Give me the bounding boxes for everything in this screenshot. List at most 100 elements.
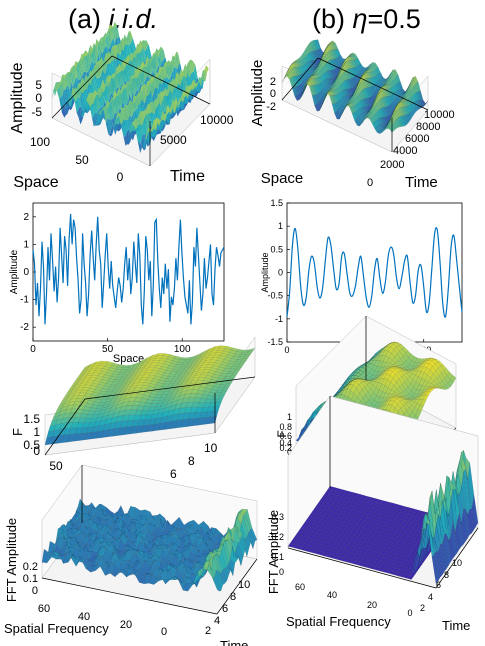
surface-patch <box>74 90 79 99</box>
surface-patch <box>129 123 134 134</box>
surface-patch <box>148 80 153 98</box>
surface-patch <box>139 91 144 102</box>
surface-patch <box>391 107 396 116</box>
surface-patch <box>174 86 179 105</box>
surface-patch <box>141 47 146 66</box>
surface-patch <box>214 360 223 365</box>
surface-patch <box>176 72 181 87</box>
surface-patch <box>162 89 167 97</box>
surface-patch <box>115 25 120 39</box>
surface-patch <box>292 61 297 63</box>
surface-patch <box>185 85 189 99</box>
surface-patch <box>80 57 85 73</box>
surface-patch <box>84 98 89 114</box>
surface-patch <box>96 77 101 89</box>
surface-patch <box>99 57 104 68</box>
surface-patch <box>131 77 136 96</box>
surface-patch <box>117 72 122 89</box>
surface-patch <box>130 78 135 96</box>
surface-patch <box>170 103 174 114</box>
surface-patch <box>105 104 109 120</box>
surface-patch <box>119 113 124 124</box>
surface-patch <box>107 28 111 36</box>
surface-patch <box>98 87 103 98</box>
surface-patch <box>109 128 114 135</box>
surface-patch <box>321 95 326 105</box>
x-tick-label: 100 <box>30 135 50 149</box>
surface-patch <box>186 98 191 105</box>
surface-patch <box>126 82 130 101</box>
surface-patch <box>160 101 165 114</box>
surface-patch <box>166 376 174 380</box>
surface-patch <box>121 37 125 52</box>
surface-patch <box>140 91 145 104</box>
surface-patch <box>172 55 177 69</box>
surface-patch <box>94 44 99 63</box>
surface-patch <box>139 142 144 149</box>
surface-patch <box>338 68 343 74</box>
surface-patch <box>64 76 69 87</box>
surface-patch <box>79 78 84 89</box>
z-axis-label: F <box>275 430 289 437</box>
surface-patch <box>90 68 95 74</box>
surface-patch <box>113 123 118 135</box>
surface-patch <box>120 61 125 71</box>
surface-patch <box>107 51 112 65</box>
surface-patch <box>143 40 148 51</box>
surface-patch <box>158 73 163 84</box>
y-axis-line <box>111 55 211 105</box>
surface-patch <box>157 66 162 76</box>
surface-patch <box>92 44 97 63</box>
surface-patch <box>103 106 108 124</box>
surface-patch <box>123 119 128 135</box>
surface-patch <box>175 85 180 101</box>
surface-patch <box>93 124 98 127</box>
surface-patch <box>398 101 403 103</box>
surface-patch <box>62 76 67 91</box>
surface-patch <box>83 54 88 73</box>
surface-patch <box>286 70 291 74</box>
surface-patch <box>343 60 348 63</box>
surface-patch <box>68 88 73 108</box>
surface-patch <box>124 63 129 85</box>
surface-patch <box>178 100 183 112</box>
y-tick-label: 8000 <box>416 121 440 133</box>
surface-patch <box>136 76 141 93</box>
surface-patch <box>90 92 95 104</box>
surface-patch <box>360 73 365 79</box>
surface-patch <box>125 372 134 379</box>
surface-patch <box>96 88 101 99</box>
surface-patch <box>126 119 131 130</box>
surface-patch <box>195 79 200 84</box>
surface-patch <box>99 84 104 93</box>
surface-patch <box>197 402 205 408</box>
surface-patch <box>106 85 111 102</box>
surface-patch <box>76 82 81 89</box>
surface-patch <box>117 63 122 72</box>
surface-patch <box>164 88 169 97</box>
surface-patch <box>68 71 73 88</box>
x-axis-label: Space <box>113 353 144 365</box>
surface-patch <box>107 74 112 84</box>
surface-patch <box>148 113 153 132</box>
surface-patch <box>142 138 147 151</box>
surface-patch <box>172 366 181 370</box>
surface-patch <box>100 57 104 74</box>
surface-patch <box>356 79 361 87</box>
surface-plot-a3 <box>44 336 256 456</box>
surface-patch <box>120 49 125 64</box>
surface-patch <box>320 51 325 59</box>
surface-patch <box>86 98 91 108</box>
surface-patch <box>208 369 216 375</box>
surface-patch <box>116 121 121 132</box>
surface-patch <box>189 90 194 103</box>
surface-patch <box>127 59 132 81</box>
surface-patch <box>125 36 130 46</box>
surface-patch <box>146 86 151 96</box>
surface-patch <box>375 92 380 98</box>
x-tick-label: 50 <box>102 344 114 355</box>
y-tick-label: -1.5 <box>267 337 283 347</box>
surface-patch <box>161 66 166 79</box>
surface-patch <box>71 65 76 84</box>
surface-patch <box>109 101 114 120</box>
